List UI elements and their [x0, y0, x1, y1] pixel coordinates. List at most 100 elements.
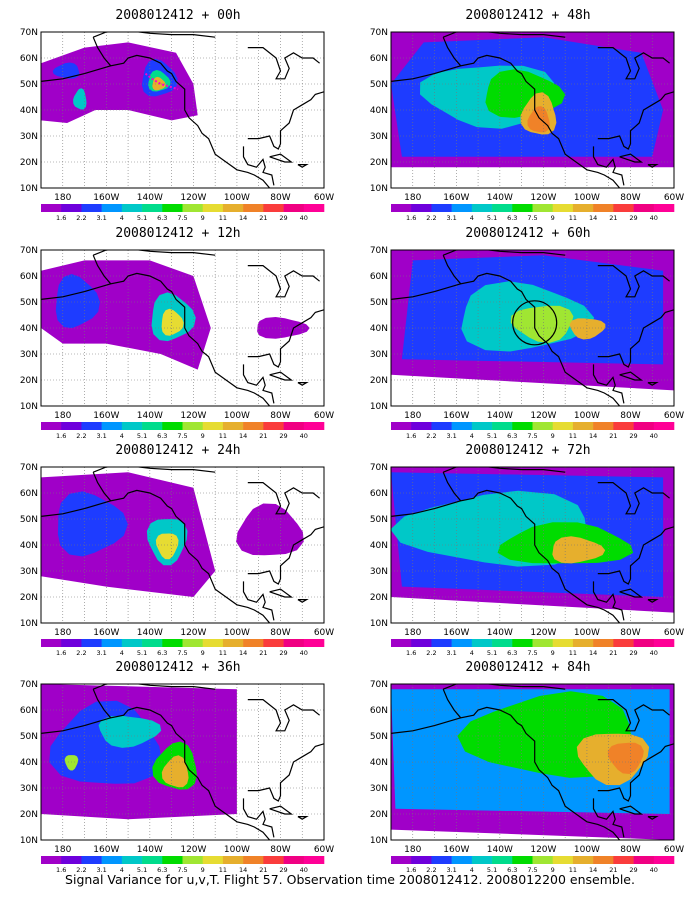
- colorbar-label: 6.3: [157, 432, 167, 440]
- lon-tick-label: 140W: [487, 411, 513, 421]
- colorbar-label: 4: [470, 866, 474, 874]
- coastline: [592, 146, 625, 186]
- coastline: [647, 816, 659, 820]
- colorbar-label: 3.1: [446, 866, 456, 874]
- colorbar-label: 9: [551, 432, 555, 440]
- coastline: [41, 283, 111, 300]
- lat-tick-label: 10N: [20, 836, 38, 846]
- colorbar-label: 2.2: [426, 214, 436, 222]
- coastline: [247, 481, 320, 515]
- colorbar-swatch: [451, 422, 473, 430]
- lat-tick-label: 60N: [370, 54, 388, 64]
- colorbar-swatch: [121, 204, 143, 212]
- colorbar-swatch: [411, 856, 432, 864]
- colorbar-label: 4: [470, 214, 474, 222]
- lon-tick-label: 100W: [574, 193, 600, 203]
- lon-tick-label: 180: [54, 193, 71, 203]
- lon-tick-label: 80W: [620, 628, 640, 638]
- lat-tick-label: 70N: [370, 680, 388, 690]
- coastline: [92, 467, 216, 473]
- colorbar-label: 4: [120, 432, 124, 440]
- colorbar-label: 21: [609, 432, 617, 440]
- colorbar-label: 7.5: [177, 649, 187, 657]
- colorbar-swatch: [653, 422, 675, 430]
- colorbar-swatch: [391, 639, 412, 647]
- lat-tick-label: 60N: [370, 706, 388, 716]
- colorbar-swatch: [101, 856, 123, 864]
- colorbar-label: 11: [569, 649, 577, 657]
- colorbar-label: 29: [279, 649, 287, 657]
- colorbar-label: 29: [279, 432, 287, 440]
- colorbar-swatch: [613, 204, 634, 212]
- colorbar-label: 29: [629, 214, 637, 222]
- colorbar-swatch: [471, 204, 493, 212]
- lon-tick-label: 160W: [443, 411, 469, 421]
- colorbar-label: 3.1: [96, 432, 106, 440]
- lat-tick-label: 40N: [20, 324, 38, 334]
- lon-tick-label: 120W: [530, 193, 556, 203]
- colorbar-label: 5.1: [137, 866, 147, 874]
- coastline: [597, 309, 674, 368]
- colorbar-label: 14: [589, 432, 597, 440]
- coastline: [619, 153, 644, 163]
- panel-title: 2008012412 + 84h: [465, 660, 591, 675]
- colorbar-label: 14: [239, 866, 247, 874]
- lat-tick-label: 70N: [370, 28, 388, 38]
- lon-tick-label: 80W: [270, 628, 290, 638]
- lat-tick-label: 40N: [20, 758, 38, 768]
- colorbar-label: 5.1: [137, 649, 147, 657]
- coastline: [597, 91, 674, 150]
- lon-tick-label: 120W: [180, 845, 206, 855]
- colorbar-swatch: [532, 639, 554, 647]
- colorbar-label: 11: [569, 866, 577, 874]
- colorbar-label: 14: [589, 214, 597, 222]
- map-panel: 2008012412 + 48h 70N 60N 50N 40N 30N 20N 10N 180…: [358, 8, 698, 224]
- coastline: [391, 717, 461, 734]
- coastline: [269, 153, 294, 163]
- colorbar-swatch: [142, 856, 163, 864]
- colorbar-swatch: [431, 204, 452, 212]
- colorbar-label: 2.2: [76, 866, 86, 874]
- lon-tick-label: 140W: [137, 628, 163, 638]
- variance-contour: [552, 536, 606, 564]
- lat-tick-label: 40N: [370, 541, 388, 551]
- lon-tick-label: 60W: [314, 411, 334, 421]
- colorbar-swatch: [162, 856, 183, 864]
- colorbar-label: 7.5: [527, 866, 537, 874]
- colorbar-label: 21: [609, 866, 617, 874]
- colorbar-swatch: [202, 204, 224, 212]
- colorbar-label: 3.1: [446, 649, 456, 657]
- colorbar-swatch: [391, 204, 412, 212]
- map-frame: [40, 249, 325, 407]
- colorbar-label: 3.1: [96, 214, 106, 222]
- map-frame: [390, 249, 675, 407]
- colorbar-swatch: [552, 856, 574, 864]
- colorbar-label: 21: [259, 866, 267, 874]
- colorbar-swatch: [411, 639, 432, 647]
- colorbar-swatch: [552, 422, 574, 430]
- colorbar-swatch: [162, 639, 183, 647]
- colorbar-label: 7.5: [177, 432, 187, 440]
- lon-tick-label: 80W: [270, 193, 290, 203]
- colorbar-swatch: [633, 422, 655, 430]
- lat-tick-label: 20N: [370, 158, 388, 168]
- colorbar-label: 1.6: [56, 866, 66, 874]
- colorbar-swatch: [411, 204, 432, 212]
- map-frame: [390, 683, 675, 841]
- lon-tick-label: 100W: [574, 845, 600, 855]
- coastline: [442, 467, 566, 473]
- colorbar-label: 7.5: [527, 649, 537, 657]
- coastline: [247, 264, 320, 298]
- colorbar-swatch: [552, 639, 574, 647]
- colorbar-label: 1.6: [56, 214, 66, 222]
- colorbar-label: 29: [279, 866, 287, 874]
- colorbar-label: 5.1: [137, 214, 147, 222]
- lat-tick-label: 60N: [20, 54, 38, 64]
- colorbar-label: 2.2: [76, 432, 86, 440]
- lon-tick-label: 120W: [180, 628, 206, 638]
- lon-tick-label: 60W: [664, 845, 684, 855]
- coastline: [647, 382, 659, 386]
- colorbar-swatch: [283, 856, 305, 864]
- map-canvas: 70N 60N 50N 40N 30N 20N 10N 180 160W 140W 120W 100W…: [370, 246, 684, 440]
- lon-tick-label: 100W: [224, 628, 250, 638]
